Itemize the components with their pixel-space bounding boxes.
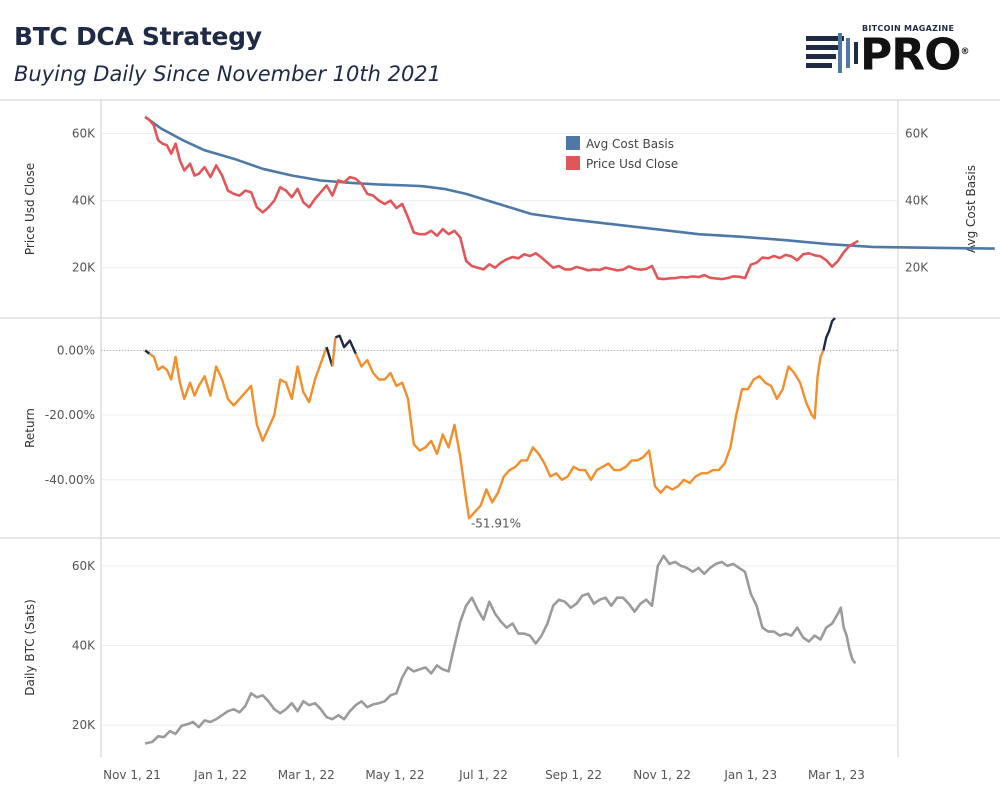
price-ytick-label-right: 20K [905,261,929,275]
x-tick-label: Sep 1, 22 [545,768,602,782]
price-ytick-label: 20K [72,261,96,275]
return-positive-segment-4 [334,334,357,355]
x-tick-label: Mar 1, 23 [808,768,865,782]
x-tick-label: Jul 1, 22 [458,768,508,782]
x-tick-label: Jan 1, 23 [723,768,777,782]
price-y-axis-title-right: Avg Cost Basis [964,165,978,253]
return-negative-segment-1 [148,346,328,443]
chart-subtitle: Buying Daily Since November 10th 2021 [14,62,442,86]
daily_btc-ytick-label: 40K [72,639,96,653]
chart-title: BTC DCA Strategy [14,22,262,51]
return-y-axis-title: Return [23,408,37,448]
legend-swatch-avg-cost-basis [566,136,580,150]
price-ytick-label-right: 60K [905,127,929,141]
logo-mark-icon [806,33,858,73]
price-usd-close-line [144,115,859,281]
daily_btc-ytick-label: 60K [72,559,96,573]
price-ytick-label: 60K [72,127,96,141]
min-return-annotation: -51.91% [471,516,521,530]
daily_btc-ytick-label: 20K [72,718,96,732]
avg-cost-basis-line [144,115,995,250]
return-negative-segment-5 [354,349,825,520]
return-positive-segment-0 [144,349,151,355]
return-ytick-label: -40.00% [45,473,95,487]
return-positive-segment-6 [822,317,836,351]
logo-small-text: BITCOIN MAGAZINE [862,24,955,33]
daily_btc-y-axis-title: Daily BTC (Sats) [23,599,37,696]
price-ytick-label-right: 40K [905,194,929,208]
price-ytick-label: 40K [72,194,96,208]
x-tick-label: May 1, 22 [365,768,424,782]
daily-btc-line [144,554,857,745]
logo-big-text: PRO® [860,29,970,81]
return-ytick-label: -20.00% [45,408,95,422]
x-tick-label: Nov 1, 22 [633,768,691,782]
price-y-axis-title: Price Usd Close [23,163,37,255]
logo-registered-mark: ® [960,47,970,57]
return-positive-segment-2 [325,346,334,367]
return-negative-segment-3 [331,337,337,367]
return-ytick-label: 0.00% [57,343,95,357]
x-tick-label: Mar 1, 22 [278,768,335,782]
legend-label-price-usd-close: Price Usd Close [586,157,678,171]
legend-swatch-price-usd-close [566,156,580,170]
bitcoin-magazine-pro-logo [804,22,974,80]
x-tick-label: Nov 1, 21 [103,768,161,782]
legend-label-avg-cost-basis: Avg Cost Basis [586,137,674,151]
logo-pro-text: PRO [860,29,962,81]
x-tick-label: Jan 1, 22 [193,768,247,782]
